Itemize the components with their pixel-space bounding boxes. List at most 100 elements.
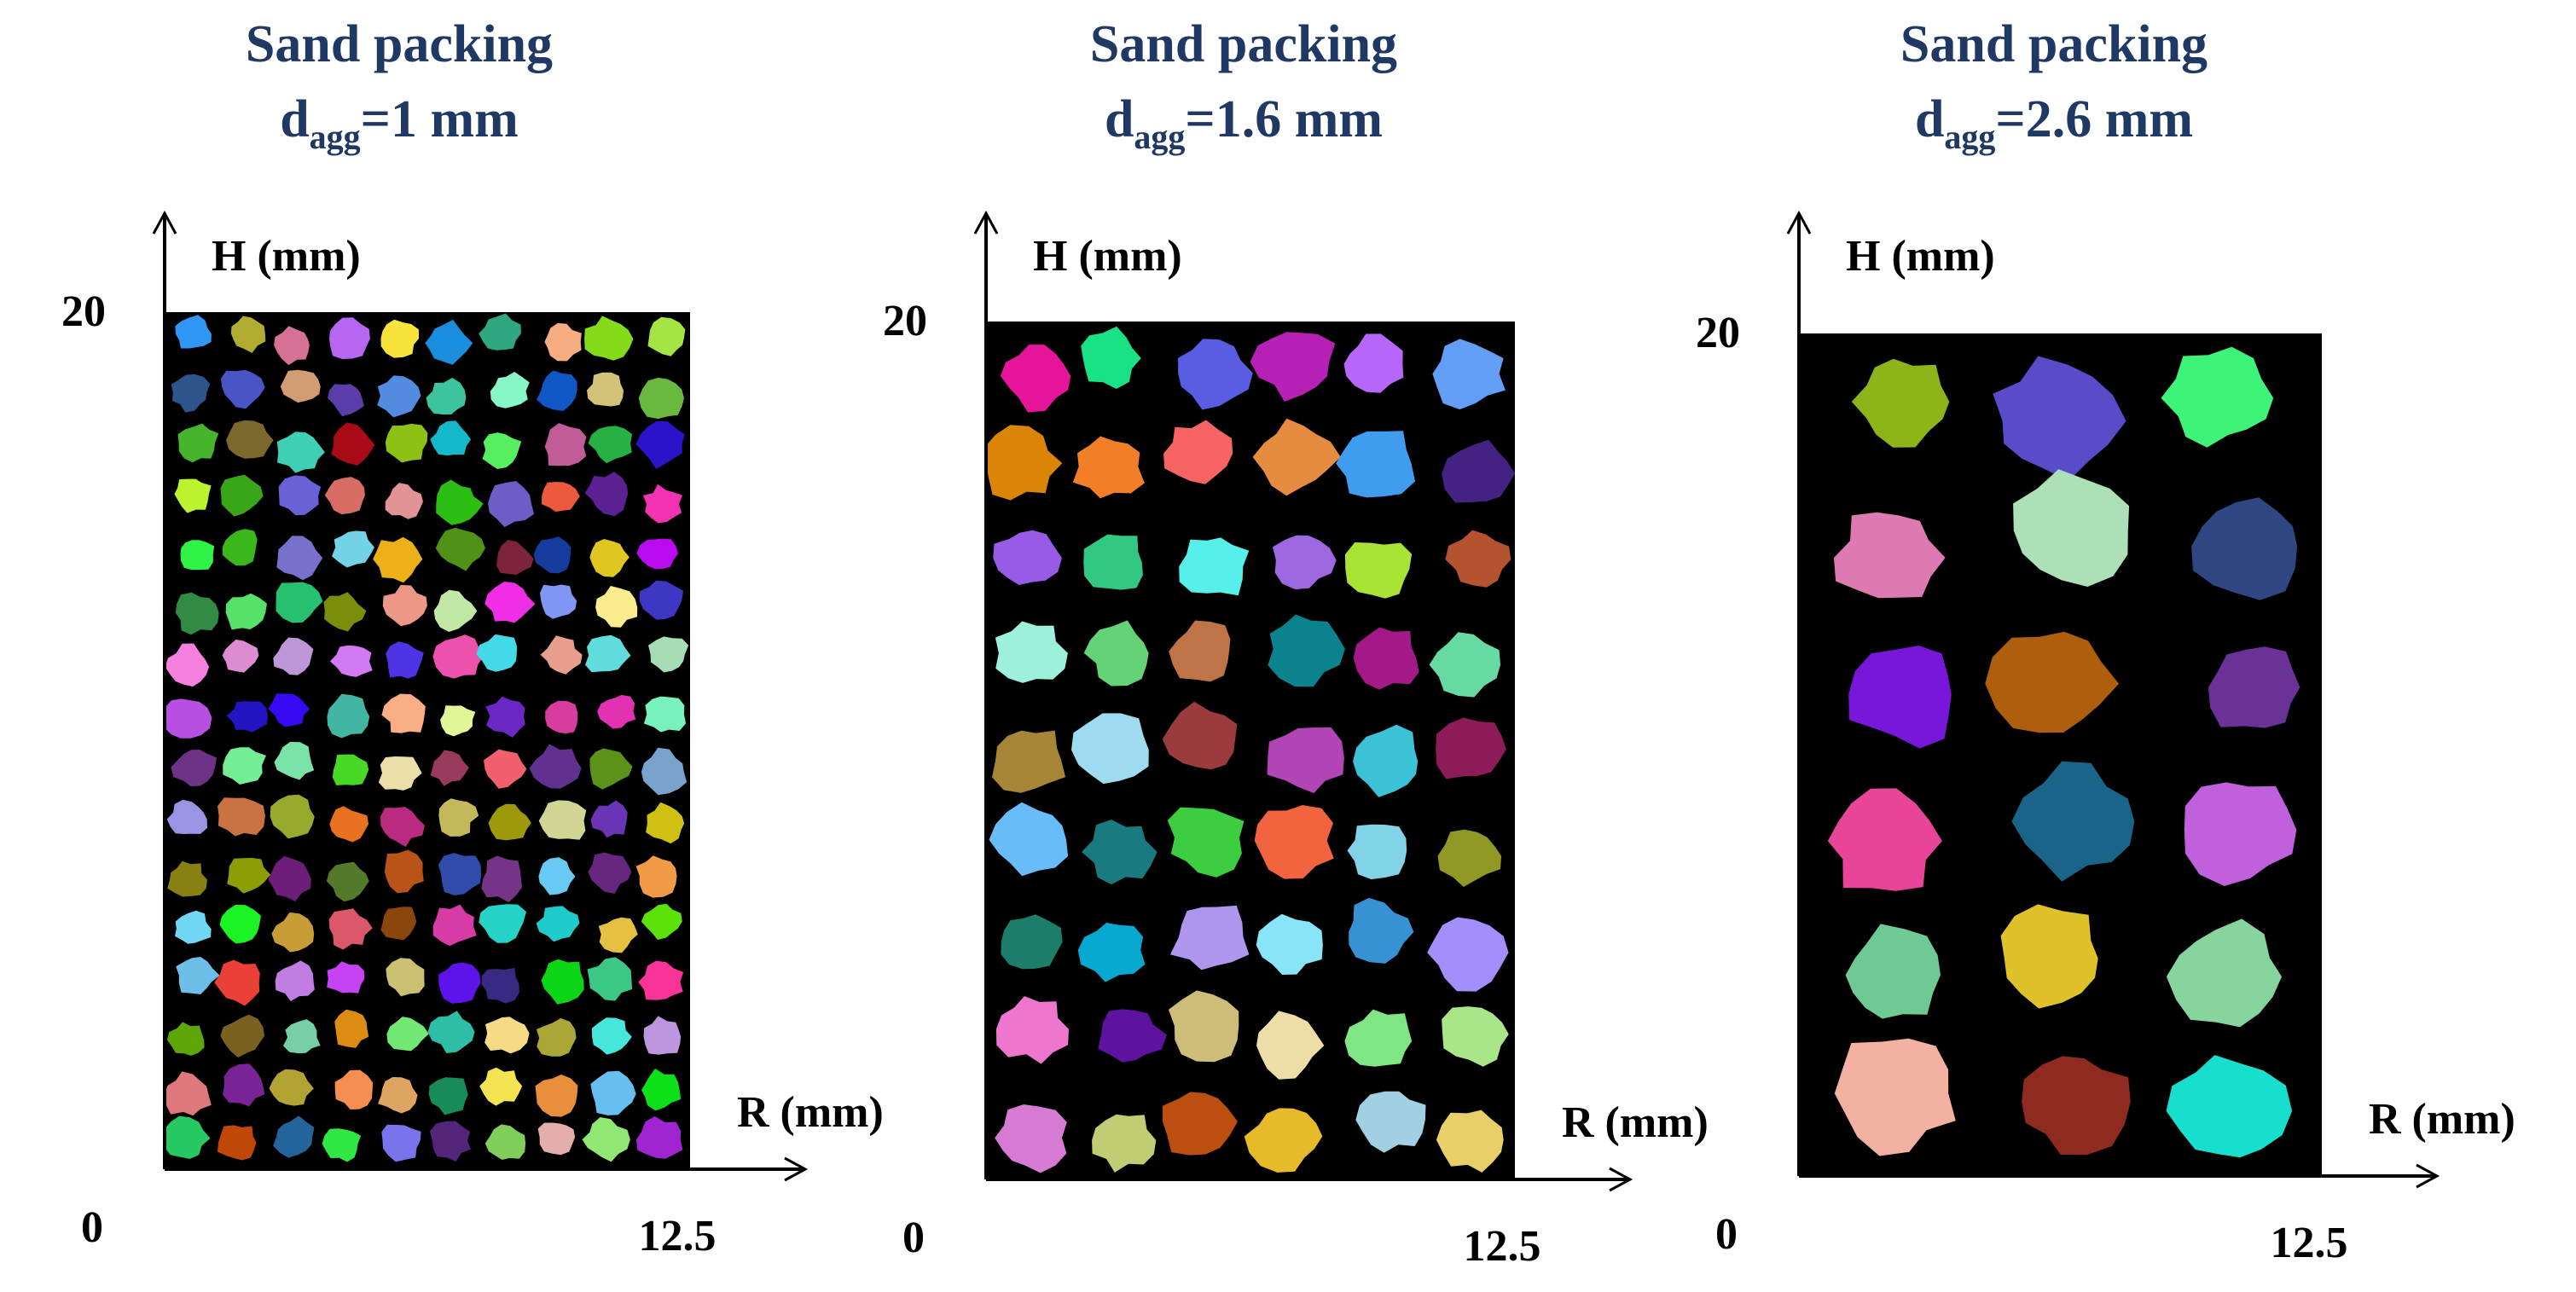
grain	[1347, 824, 1407, 880]
grain	[1445, 530, 1511, 588]
grain	[584, 316, 634, 361]
grain	[636, 538, 679, 570]
grain	[326, 861, 369, 902]
grain	[1169, 990, 1239, 1063]
grain	[2013, 469, 2130, 587]
grain	[1827, 788, 1942, 891]
grain	[1169, 905, 1250, 970]
panel-title: Sand packing	[1090, 15, 1397, 73]
grain	[334, 1069, 374, 1109]
subtitle-rest: =2.6 mm	[1995, 90, 2193, 148]
panel-title: Sand packing	[1900, 15, 2208, 73]
x-max-label: 12.5	[639, 1212, 717, 1260]
grain	[230, 316, 266, 353]
grain	[271, 912, 315, 953]
grain	[544, 423, 587, 466]
grain	[641, 747, 688, 796]
grain	[268, 855, 311, 901]
grain	[433, 589, 478, 632]
grain	[1001, 914, 1063, 970]
grain	[438, 798, 479, 837]
grain	[430, 420, 472, 456]
grain	[174, 478, 212, 513]
grain	[1083, 534, 1143, 590]
grain	[218, 797, 265, 837]
grain	[220, 474, 264, 517]
grain	[438, 962, 481, 1004]
grain	[214, 959, 260, 1006]
grain	[1000, 345, 1071, 413]
grain	[1985, 631, 2120, 733]
grain	[643, 696, 687, 733]
grain	[225, 593, 267, 630]
grain	[986, 425, 1063, 501]
grain	[327, 693, 370, 739]
y-axis-label: H (mm)	[212, 232, 361, 281]
grain	[484, 1124, 526, 1160]
grain	[175, 592, 219, 635]
grain	[1437, 829, 1502, 887]
subtitle-symbol: d	[1105, 90, 1134, 148]
grain	[332, 754, 369, 785]
grain	[273, 1115, 315, 1158]
grain	[1268, 614, 1345, 687]
grain	[2000, 904, 2098, 1009]
grain	[2208, 646, 2300, 728]
grains	[1827, 346, 2300, 1158]
grain	[484, 749, 527, 789]
grain	[635, 420, 685, 469]
grain	[537, 1122, 576, 1156]
grain	[180, 540, 215, 571]
grain	[585, 634, 631, 673]
grain	[590, 1070, 636, 1115]
grain	[176, 957, 220, 994]
x-max-label: 12.5	[2271, 1219, 2348, 1267]
grain	[635, 1116, 683, 1159]
panel: Sand packing dagg=1 mm H (mm) R (mm) 20 0 12.5	[61, 15, 884, 1260]
grains	[165, 313, 689, 1162]
grain	[490, 372, 530, 408]
grain	[1244, 1108, 1323, 1173]
grain	[488, 803, 531, 841]
x-max-label: 12.5	[1464, 1222, 1541, 1271]
grain	[648, 636, 689, 673]
grain	[992, 730, 1066, 793]
grain	[545, 700, 578, 733]
grain	[1993, 356, 2126, 481]
grain	[484, 1017, 530, 1054]
grain	[2161, 346, 2274, 448]
grain	[283, 1019, 321, 1054]
grain	[378, 1077, 418, 1114]
grain	[329, 317, 370, 360]
grain	[1179, 537, 1250, 596]
grain	[538, 857, 576, 895]
grain	[386, 1017, 429, 1052]
grain	[1343, 333, 1404, 393]
grain	[535, 1075, 578, 1117]
grain	[440, 705, 476, 737]
grain	[496, 540, 534, 575]
grain	[2011, 761, 2135, 882]
grain	[587, 957, 633, 1001]
grain	[269, 1069, 314, 1106]
grain	[1429, 632, 1501, 698]
grain	[1349, 897, 1414, 964]
grain	[227, 858, 271, 894]
x-axis-label: R (mm)	[1562, 1098, 1709, 1147]
grain	[1169, 620, 1231, 682]
grain	[280, 369, 321, 403]
grain	[643, 1016, 682, 1055]
grain	[540, 635, 583, 675]
grain	[1077, 923, 1146, 982]
grain	[386, 958, 425, 997]
grain	[1082, 820, 1157, 885]
grain	[598, 917, 638, 953]
grain	[533, 536, 571, 574]
grain	[1081, 326, 1141, 389]
grain	[386, 641, 424, 679]
grain	[167, 860, 207, 897]
grain	[382, 584, 427, 627]
grain	[1252, 418, 1341, 496]
grain	[591, 1017, 632, 1055]
